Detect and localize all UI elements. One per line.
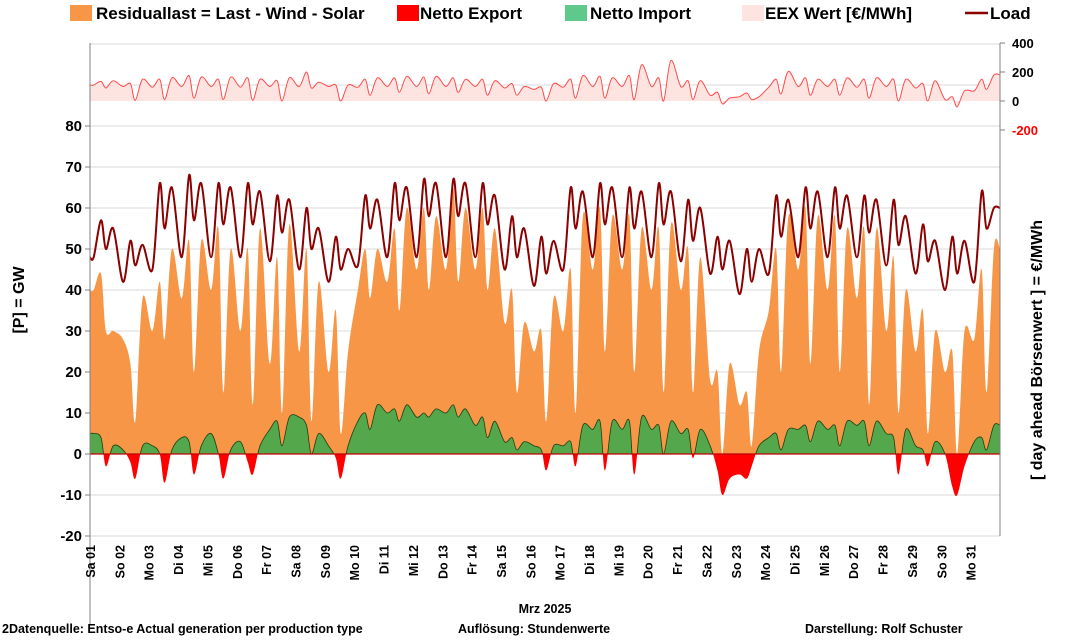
x-tick-label: Do 06 — [231, 545, 245, 579]
x-tick-label: Sa 29 — [906, 545, 920, 578]
y-tick-label: 0 — [74, 446, 82, 463]
x-tick-label: Di 18 — [583, 545, 597, 575]
x-tick-label: Di 04 — [172, 545, 186, 575]
x-tick-label: Di 11 — [378, 545, 392, 574]
net-export-area — [90, 454, 1000, 497]
residual-load-area — [90, 187, 1000, 455]
footer-author: Darstellung: Rolf Schuster — [805, 622, 963, 636]
x-tick-label: Sa 15 — [495, 545, 509, 578]
x-tick-label: So 02 — [113, 545, 127, 578]
legend: Residuallast = Last - Wind - Solar Netto … — [70, 4, 1031, 23]
y-right-tick-label: 0 — [1012, 94, 1019, 109]
legend-swatch-residual — [70, 5, 92, 21]
axes: -20 -10 0 10 20 30 40 50 60 70 80 400 200 0 -200 Sa 01 S… — [60, 36, 1038, 625]
y-axis-label-left: [P] = GW — [11, 266, 28, 334]
x-tick-label: Do 13 — [436, 545, 450, 579]
x-tick-label: So 23 — [730, 545, 744, 578]
x-tick-label: Mo 03 — [143, 545, 157, 580]
x-tick-label: Fr 28 — [877, 545, 891, 575]
y-tick-label: 60 — [65, 200, 82, 217]
x-tick-label: Fr 07 — [260, 545, 274, 575]
x-tick-label: Sa 01 — [84, 545, 98, 578]
y-tick-label: 70 — [65, 159, 82, 176]
x-tick-label: Do 20 — [642, 545, 656, 579]
x-tick-label: Sa 08 — [289, 545, 303, 578]
x-tick-label: Do 27 — [847, 545, 861, 579]
price-line — [89, 59, 1001, 108]
y-tick-label: 30 — [65, 323, 82, 340]
y-right-tick-label: 400 — [1012, 36, 1034, 51]
legend-label-load: Load — [990, 4, 1031, 23]
y-tick-label: 40 — [65, 282, 82, 299]
load-line — [89, 174, 1001, 296]
x-tick-label: Mi 12 — [407, 545, 421, 576]
y-right-tick-label: -200 — [1012, 123, 1038, 138]
y-tick-label: -10 — [60, 487, 82, 504]
net-import-outline — [89, 403, 1001, 454]
x-tick-label: Mo 31 — [965, 545, 979, 580]
footer-source: 2Datenquelle: Entso-e Actual generation … — [2, 622, 363, 636]
y-tick-label: 20 — [65, 364, 82, 381]
footer-resolution: Auflösung: Stundenwerte — [458, 622, 610, 636]
x-tick-label: Mo 24 — [759, 545, 773, 580]
x-tick-label: Mi 05 — [201, 545, 215, 576]
legend-label-import: Netto Import — [590, 4, 691, 23]
x-axis-label: Mrz 2025 — [519, 602, 572, 616]
y-tick-label: -20 — [60, 528, 82, 545]
legend-label-export: Netto Export — [420, 4, 522, 23]
x-tick-label: Mo 10 — [348, 545, 362, 580]
legend-label-price: EEX Wert [€/MWh] — [765, 4, 912, 23]
y-tick-label: 50 — [65, 241, 82, 258]
x-tick-label: Mi 19 — [612, 545, 626, 576]
y-right-tick-label: 200 — [1012, 65, 1034, 80]
x-tick-label: Sa 22 — [700, 545, 714, 578]
x-tick-label: Fr 21 — [671, 545, 685, 575]
x-tick-label: So 09 — [319, 545, 333, 578]
x-tick-label: Di 25 — [789, 545, 803, 575]
price-area — [90, 60, 1000, 107]
net-import-area — [90, 404, 1000, 454]
legend-swatch-export — [397, 5, 419, 21]
y-tick-label: 80 — [65, 118, 82, 135]
x-tick-label: Mi 26 — [818, 545, 832, 576]
x-tick-label: Fr 14 — [466, 545, 480, 575]
y-tick-label: 10 — [65, 405, 82, 422]
legend-swatch-price — [742, 5, 764, 21]
x-tick-label: Mo 17 — [554, 545, 568, 580]
legend-swatch-import — [565, 5, 587, 21]
legend-label-residual: Residuallast = Last - Wind - Solar — [96, 4, 365, 23]
x-tick-label: So 30 — [935, 545, 949, 578]
y-axis-label-right: [ day ahead Börsenwert ] = €/MWh — [1029, 220, 1046, 480]
plot-area — [89, 59, 1001, 497]
x-tick-label: So 16 — [524, 545, 538, 578]
